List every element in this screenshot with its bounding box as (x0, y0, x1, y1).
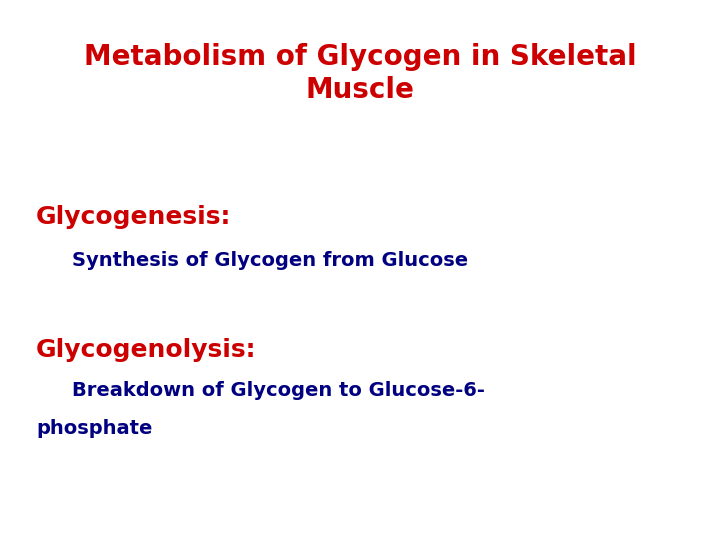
Text: Breakdown of Glycogen to Glucose-6-: Breakdown of Glycogen to Glucose-6- (72, 381, 485, 400)
Text: Synthesis of Glycogen from Glucose: Synthesis of Glycogen from Glucose (72, 251, 468, 270)
Text: Glycogenolysis:: Glycogenolysis: (36, 338, 256, 361)
Text: Metabolism of Glycogen in Skeletal
Muscle: Metabolism of Glycogen in Skeletal Muscl… (84, 43, 636, 104)
Text: Glycogenesis:: Glycogenesis: (36, 205, 231, 229)
Text: phosphate: phosphate (36, 418, 153, 437)
